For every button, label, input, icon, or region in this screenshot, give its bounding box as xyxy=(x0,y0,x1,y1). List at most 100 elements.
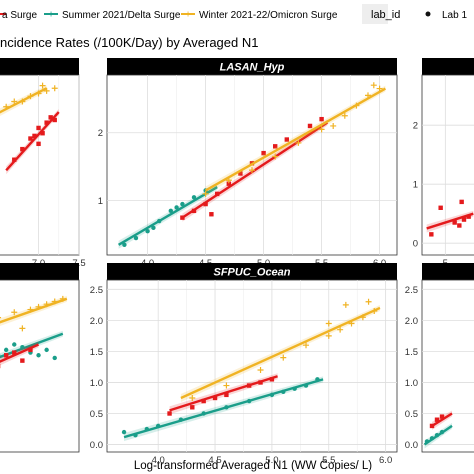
data-point xyxy=(459,199,464,205)
panel-top-left: 7.07.5 xyxy=(0,58,86,269)
data-point xyxy=(36,353,41,358)
series xyxy=(0,295,68,332)
data-point xyxy=(303,383,309,388)
data-point xyxy=(330,122,337,129)
data-point xyxy=(189,394,196,401)
data-point xyxy=(52,355,57,361)
data-point xyxy=(212,395,218,401)
legend-key-omicron-mark: + xyxy=(185,10,191,21)
y-tick-label: 2.5 xyxy=(90,285,103,296)
y-tick-label: 0.0 xyxy=(405,440,418,451)
data-point xyxy=(151,225,156,231)
lab-1-key-dot xyxy=(425,11,431,17)
data-point xyxy=(429,232,434,237)
y-tick-label: 0.5 xyxy=(405,409,418,420)
data-point xyxy=(44,120,49,125)
data-point xyxy=(52,117,57,123)
data-point xyxy=(318,126,325,133)
data-point xyxy=(190,405,195,410)
legend-label-delta: Summer 2021/Delta Surge xyxy=(62,10,181,21)
data-point xyxy=(201,411,206,416)
data-point xyxy=(466,214,471,219)
data-point xyxy=(424,439,430,444)
data-point xyxy=(307,123,313,129)
data-point xyxy=(3,353,9,358)
series xyxy=(5,109,60,175)
data-point xyxy=(365,298,372,305)
series xyxy=(423,422,453,449)
x-tick-label: 4.5 xyxy=(208,455,221,466)
fit-line xyxy=(426,212,474,230)
series xyxy=(429,410,453,430)
data-point xyxy=(145,229,150,234)
panel-bottom-left xyxy=(0,263,80,453)
data-point xyxy=(246,398,252,404)
panel-bottom-right: 0.0 0.5 1.0 1.5 2.0 2.5 xyxy=(405,263,474,453)
data-point xyxy=(180,215,185,220)
data-point xyxy=(246,383,252,388)
data-point xyxy=(12,342,17,347)
x-tick-label: 6.0 xyxy=(379,455,392,466)
data-point xyxy=(257,367,264,374)
y-tick-label: 2 xyxy=(413,121,418,132)
data-point xyxy=(51,85,58,92)
plot-area xyxy=(421,279,474,453)
data-point xyxy=(429,423,435,429)
panel-title: LASAN_Hyp xyxy=(220,62,285,74)
legend-label-omicron: Winter 2021-22/Omicron Surge xyxy=(199,10,338,21)
data-point xyxy=(223,382,230,389)
y-tick-label: 1 xyxy=(413,180,418,191)
data-point xyxy=(28,136,33,141)
lab-id-key-box xyxy=(362,4,388,24)
panel-strip xyxy=(422,263,474,280)
data-point xyxy=(27,93,34,100)
data-point xyxy=(28,347,33,353)
panel-strip xyxy=(422,58,474,75)
data-point xyxy=(51,298,58,305)
data-point xyxy=(35,303,42,310)
data-point xyxy=(370,82,377,89)
data-point xyxy=(280,354,287,361)
data-point xyxy=(36,125,41,131)
panel-title: SFPUC_Ocean xyxy=(213,267,290,279)
legend: a Surge + Summer 2021/Delta Surge + Wint… xyxy=(0,4,467,24)
data-point xyxy=(224,392,229,398)
data-point xyxy=(319,116,324,122)
data-point xyxy=(238,171,243,176)
data-point xyxy=(48,115,53,120)
data-point xyxy=(371,308,378,315)
data-point xyxy=(325,320,332,327)
data-point xyxy=(40,131,45,136)
y-tick-label: 1.5 xyxy=(405,347,418,358)
data-point xyxy=(215,191,220,197)
data-point xyxy=(303,342,310,349)
data-point xyxy=(269,377,275,382)
data-point xyxy=(438,205,443,210)
lab-id-title: lab_id xyxy=(371,9,400,21)
panel-strip xyxy=(0,58,79,75)
data-point xyxy=(35,90,42,97)
y-tick-label: 0 xyxy=(413,239,418,250)
data-point xyxy=(359,314,366,321)
data-point xyxy=(457,223,462,228)
data-point xyxy=(281,389,286,394)
data-point xyxy=(249,167,255,174)
data-point xyxy=(284,137,289,142)
data-point xyxy=(224,405,229,410)
data-point xyxy=(258,380,263,385)
legend-label-alpha: a Surge xyxy=(2,10,37,21)
data-point xyxy=(19,325,26,332)
data-point xyxy=(0,317,2,319)
legend-key-delta-mark: + xyxy=(48,10,54,21)
data-point xyxy=(201,398,206,404)
data-point xyxy=(180,201,185,207)
data-point xyxy=(191,208,197,214)
data-point xyxy=(174,205,179,210)
data-point xyxy=(315,377,320,382)
data-point xyxy=(3,103,10,110)
data-point xyxy=(439,414,445,419)
data-point xyxy=(341,112,348,119)
plot-area xyxy=(421,74,474,256)
series xyxy=(121,376,324,442)
